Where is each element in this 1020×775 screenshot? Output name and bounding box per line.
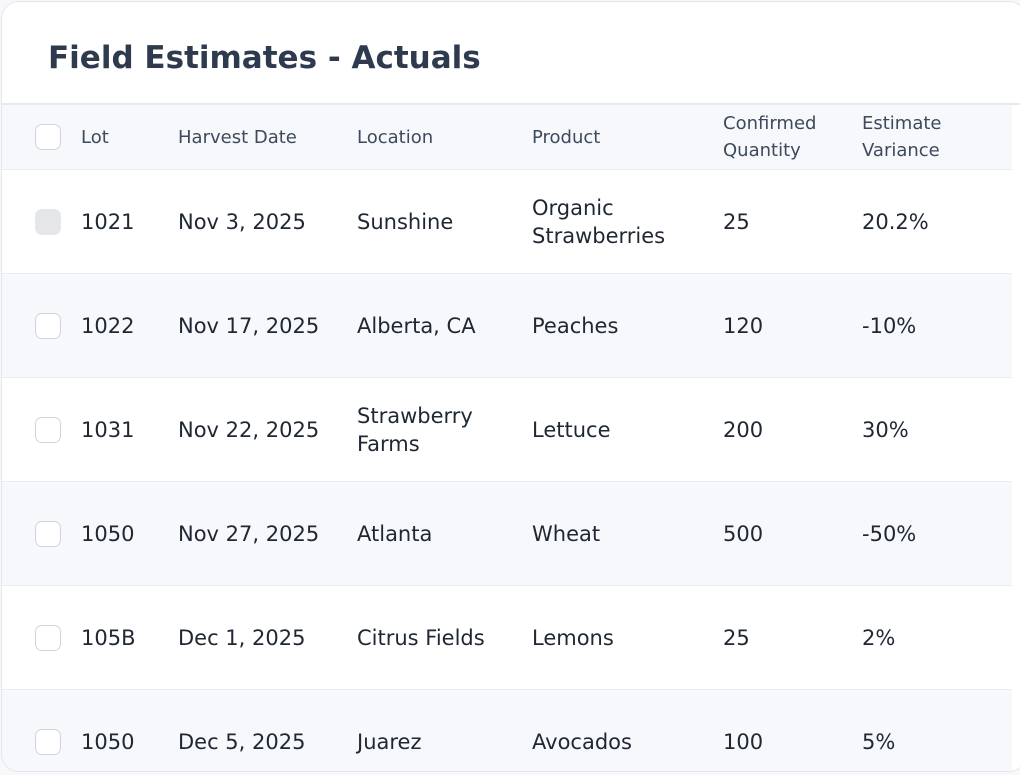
- table-row[interactable]: 1050 Nov 27, 2025 Atlanta Wheat 500 -50%: [2, 482, 1012, 586]
- cell-estimate-variance: 20.2%: [862, 209, 929, 234]
- row-select-checkbox[interactable]: [35, 312, 61, 339]
- cell-location: Strawberry Farms: [357, 378, 473, 481]
- row-select-cell: [35, 274, 61, 377]
- cell-confirmed-quantity: 120: [723, 313, 764, 338]
- row-select-cell: [35, 482, 61, 585]
- cell-estimate-variance: 2%: [862, 625, 896, 650]
- row-select-checkbox[interactable]: [35, 728, 61, 755]
- cell-product: Peaches: [532, 274, 618, 377]
- cell-location-line: Strawberry: [357, 403, 473, 428]
- column-header-confirmed-quantity[interactable]: Confirmed Quantity: [723, 105, 816, 169]
- cell-harvest-date: Nov 17, 2025: [178, 313, 320, 338]
- cell-estimate-variance: -50%: [862, 521, 917, 546]
- cell-product-line: Strawberries: [532, 223, 666, 248]
- cell-lot: 1022: [81, 313, 135, 338]
- row-select-checkbox[interactable]: [35, 520, 61, 547]
- column-header-harvest-date[interactable]: Harvest Date: [178, 126, 297, 148]
- cell-lot: 105B: [81, 625, 136, 650]
- table-body: 1021 Nov 3, 2025 Sunshine Organic Strawberri…: [2, 170, 1012, 771]
- cell-product-line: Organic: [532, 195, 614, 220]
- row-select-checkbox: [35, 208, 61, 235]
- cell-product-line: Wheat: [532, 521, 601, 546]
- table-row[interactable]: 1031 Nov 22, 2025 Strawberry Farms Lettuce 20…: [2, 378, 1012, 482]
- cell-location-line: Juarez: [357, 729, 422, 754]
- table-row[interactable]: 1022 Nov 17, 2025 Alberta, CA Peaches 120 -10…: [2, 274, 1012, 378]
- table-header-row: Lot Harvest Date Location Product Confir…: [2, 105, 1012, 170]
- cell-estimate-variance: 5%: [862, 729, 896, 754]
- cell-location-line: Sunshine: [357, 209, 454, 234]
- row-select-cell: [35, 690, 61, 771]
- cell-harvest-date: Nov 22, 2025: [178, 417, 320, 442]
- row-select-checkbox[interactable]: [35, 624, 61, 651]
- cell-harvest-date: Dec 5, 2025: [178, 729, 306, 754]
- card-header: Field Estimates - Actuals: [2, 2, 1020, 105]
- cell-harvest-date: Dec 1, 2025: [178, 625, 306, 650]
- cell-lot: 1050: [81, 729, 135, 754]
- cell-location: Atlanta: [357, 482, 432, 585]
- cell-product-line: Peaches: [532, 313, 619, 338]
- cell-location-line: Farms: [357, 431, 420, 456]
- cell-product: Avocados: [532, 690, 632, 771]
- column-header-estimate-variance-line-2: Variance: [862, 140, 940, 161]
- cell-product-line: Lemons: [532, 625, 614, 650]
- row-select-checkbox[interactable]: [35, 416, 61, 443]
- page-title: Field Estimates - Actuals: [48, 40, 481, 76]
- cell-confirmed-quantity: 25: [723, 625, 750, 650]
- table-row[interactable]: 1050 Dec 5, 2025 Juarez Avocados 100 5%: [2, 690, 1012, 771]
- cell-lot: 1021: [81, 209, 135, 234]
- cell-confirmed-quantity: 25: [723, 209, 750, 234]
- column-header-confirmed-quantity-line-2: Quantity: [723, 140, 801, 161]
- estimates-table: Lot Harvest Date Location Product Confir…: [2, 105, 1012, 771]
- cell-lot: 1050: [81, 521, 135, 546]
- column-header-estimate-variance[interactable]: Estimate Variance: [862, 105, 942, 169]
- cell-harvest-date: Nov 3, 2025: [178, 209, 306, 234]
- cell-product-line: Avocados: [532, 729, 632, 754]
- cell-location: Juarez: [357, 690, 422, 771]
- column-header-lot[interactable]: Lot: [81, 126, 109, 148]
- row-select-cell: [35, 378, 61, 481]
- cell-lot: 1031: [81, 417, 135, 442]
- cell-location-line: Citrus Fields: [357, 625, 485, 650]
- cell-location-line: Alberta, CA: [357, 313, 476, 338]
- cell-estimate-variance: 30%: [862, 417, 909, 442]
- cell-estimate-variance: -10%: [862, 313, 917, 338]
- cell-product: Organic Strawberries: [532, 170, 665, 273]
- header-select-all-cell: [35, 105, 61, 169]
- column-header-location[interactable]: Location: [357, 126, 434, 148]
- cell-confirmed-quantity: 200: [723, 417, 764, 442]
- cell-confirmed-quantity: 100: [723, 729, 764, 754]
- column-header-product[interactable]: Product: [532, 126, 601, 148]
- cell-location-line: Atlanta: [357, 521, 433, 546]
- row-select-cell: [35, 586, 61, 689]
- table-row[interactable]: 105B Dec 1, 2025 Citrus Fields Lemons 25 2%: [2, 586, 1012, 690]
- column-header-estimate-variance-line-1: Estimate: [862, 113, 942, 134]
- row-select-cell: [35, 170, 61, 273]
- cell-product: Lemons: [532, 586, 614, 689]
- cell-location: Sunshine: [357, 170, 453, 273]
- column-header-confirmed-quantity-line-1: Confirmed: [723, 113, 817, 134]
- cell-harvest-date: Nov 27, 2025: [178, 521, 320, 546]
- select-all-checkbox[interactable]: [35, 124, 61, 150]
- cell-product: Lettuce: [532, 378, 611, 481]
- cell-product-line: Lettuce: [532, 417, 611, 442]
- cell-location: Citrus Fields: [357, 586, 485, 689]
- cell-confirmed-quantity: 500: [723, 521, 764, 546]
- cell-product: Wheat: [532, 482, 600, 585]
- table-row[interactable]: 1021 Nov 3, 2025 Sunshine Organic Strawberri…: [2, 170, 1012, 274]
- cell-location: Alberta, CA: [357, 274, 476, 377]
